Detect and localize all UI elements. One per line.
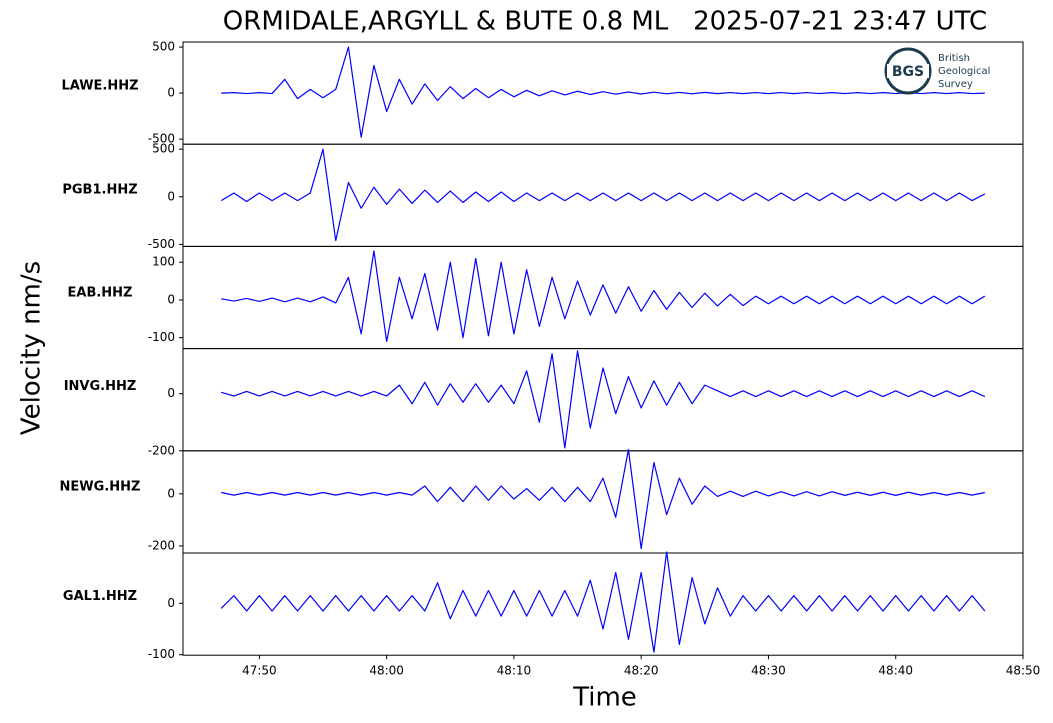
logo-text: Geological <box>938 66 990 77</box>
panel-frame <box>182 450 1024 554</box>
trace <box>221 350 986 449</box>
x-tick-label: 48:50 <box>1006 664 1041 678</box>
trace <box>221 250 986 343</box>
x-tick-label: 48:20 <box>624 664 659 678</box>
station-label: PGB1.HHZ <box>62 182 137 197</box>
y-tick-label: -500 <box>148 237 175 251</box>
x-tick-label: 48:40 <box>878 664 913 678</box>
logo: BGS British Geological Survey <box>884 47 990 95</box>
y-axis-title: Velocity nm/s <box>17 261 47 435</box>
panel-frame <box>182 552 1024 656</box>
y-tick-label: 0 <box>167 292 175 306</box>
y-tick-label: 0 <box>167 189 175 203</box>
panel-frame <box>182 143 1024 247</box>
logo-band <box>887 64 929 78</box>
y-tick-label: -200 <box>148 538 175 552</box>
panel-frame <box>182 245 1024 350</box>
x-tick-label: 47:50 <box>242 664 277 678</box>
station-label: NEWG.HHZ <box>60 479 141 494</box>
y-tick-label: 0 <box>167 386 175 400</box>
logo-mark: BGS <box>892 64 924 80</box>
trace <box>220 551 986 653</box>
station-label: LAWE.HHZ <box>61 79 138 94</box>
x-tick-label: 48:10 <box>497 664 532 678</box>
y-tick-label: 500 <box>152 142 175 156</box>
y-tick-label: -200 <box>148 443 175 457</box>
station-label: EAB.HHZ <box>68 285 133 300</box>
station-label: GAL1.HHZ <box>63 589 137 604</box>
panel-frame <box>182 348 1024 452</box>
y-tick-label: 0 <box>167 86 175 100</box>
y-tick-label: 0 <box>167 596 175 610</box>
station-label: INVG.HHZ <box>64 379 137 394</box>
trace <box>221 448 985 550</box>
chart-title: ORMIDALE,ARGYLL & BUTE 0.8 ML 2025-07-21… <box>223 7 987 37</box>
y-tick-label: 100 <box>152 255 175 269</box>
x-axis-title: Time <box>572 683 637 713</box>
x-tick-label: 48:30 <box>751 664 786 678</box>
y-tick-label: -100 <box>148 647 175 661</box>
y-tick-label: 0 <box>167 486 175 500</box>
y-tick-label: 500 <box>152 40 175 54</box>
logo-text: British <box>938 53 970 64</box>
trace <box>221 46 985 138</box>
y-tick-label: -100 <box>148 330 175 344</box>
y-tick-label: -500 <box>148 132 175 146</box>
x-tick-label: 48:00 <box>369 664 404 678</box>
trace <box>220 148 986 242</box>
logo-text: Survey <box>938 79 973 90</box>
